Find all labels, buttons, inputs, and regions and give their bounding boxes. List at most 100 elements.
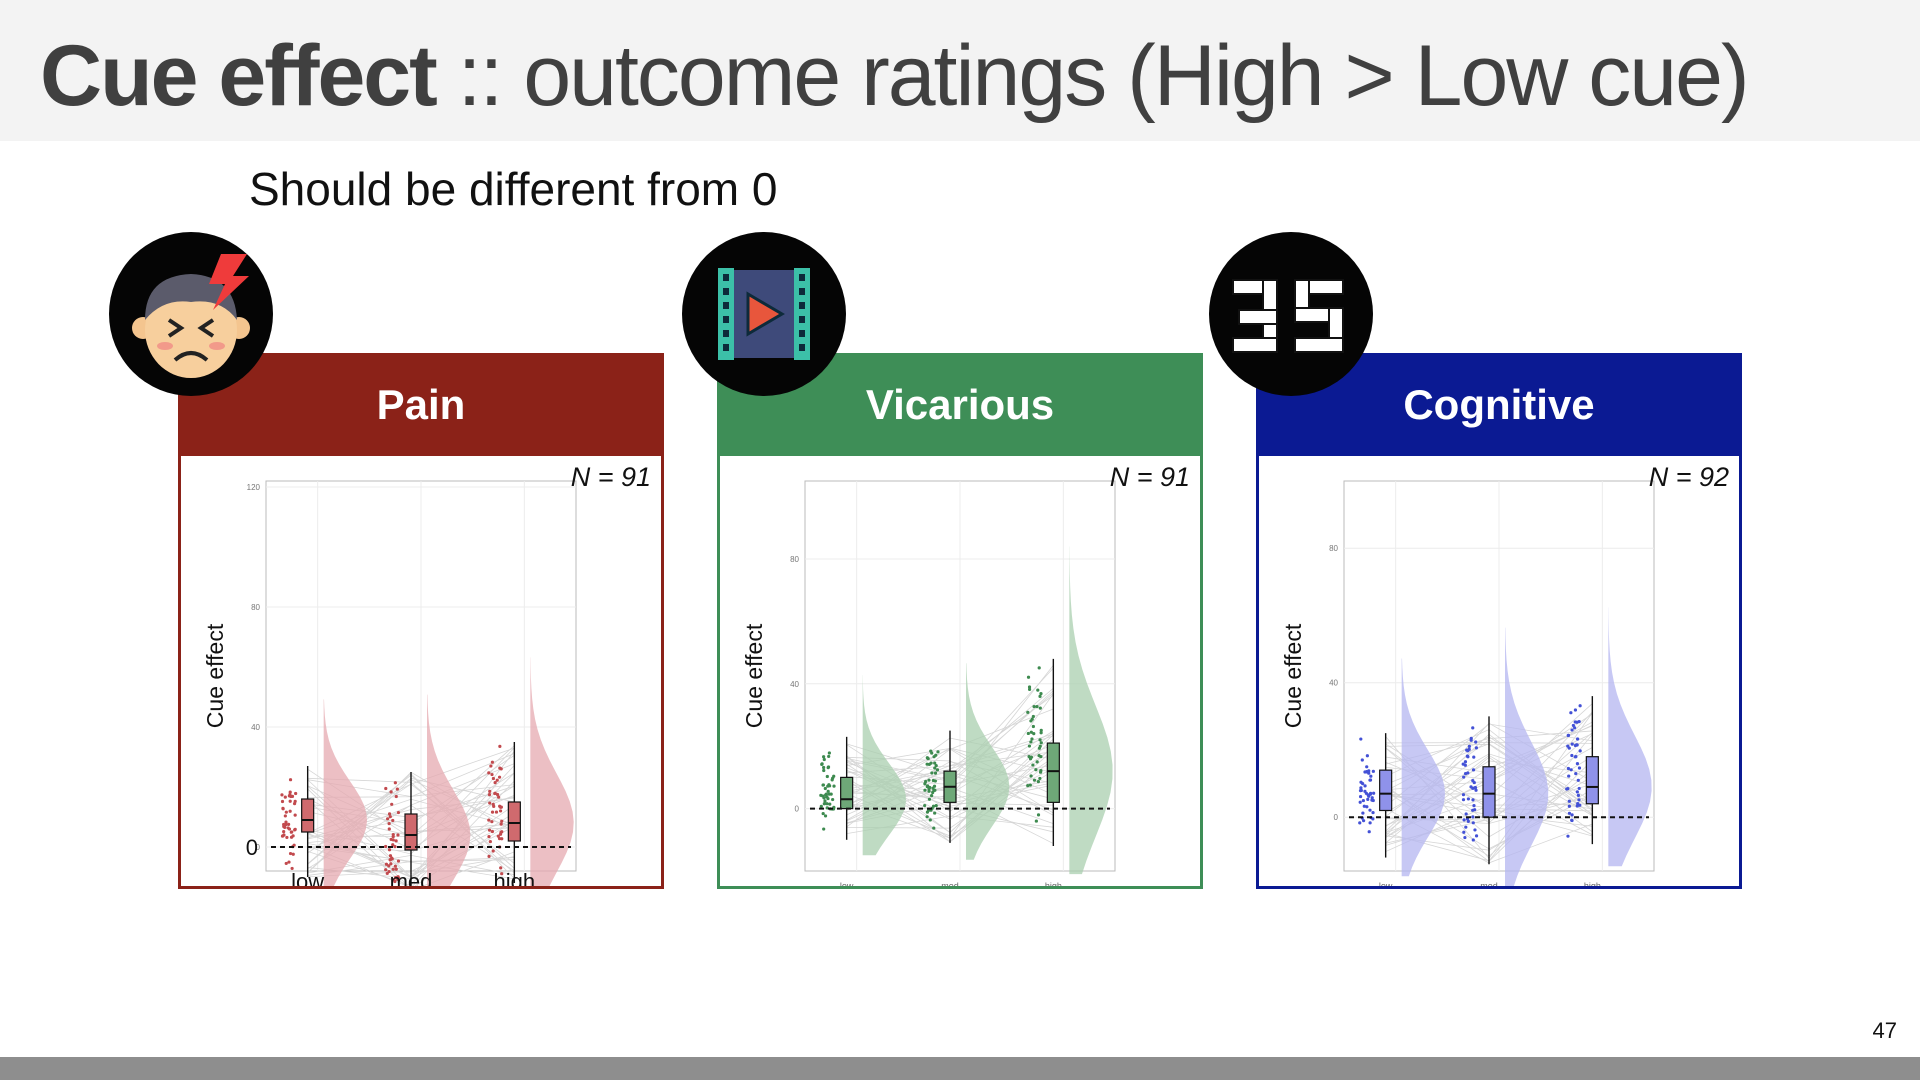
- high-point: [1567, 746, 1571, 750]
- low-box: [840, 776, 854, 810]
- high-point: [1035, 760, 1039, 764]
- high-point: [494, 810, 499, 814]
- high-point: [1027, 744, 1032, 748]
- low-point: [281, 807, 285, 811]
- low-point: [1367, 830, 1371, 834]
- med-point: [1463, 835, 1467, 840]
- med-point: [933, 771, 938, 775]
- med-point: [1474, 788, 1478, 792]
- high-point: [1026, 675, 1031, 679]
- high-point: [1567, 774, 1571, 778]
- med-point: [396, 833, 400, 837]
- low-violin: [1401, 658, 1446, 877]
- high-point: [1575, 761, 1580, 766]
- low-point: [288, 790, 292, 794]
- low-point: [820, 762, 824, 766]
- high-point: [1036, 813, 1041, 817]
- high-point: [1035, 704, 1039, 709]
- med-point: [1464, 812, 1468, 816]
- med-point: [1463, 763, 1467, 767]
- high-point: [499, 822, 503, 826]
- med-point: [394, 794, 398, 799]
- low-point: [825, 795, 829, 799]
- high-point: [493, 780, 497, 785]
- low-point: [829, 792, 833, 796]
- high-point: [1567, 811, 1572, 815]
- med-violin: [966, 663, 1010, 860]
- high-point: [1570, 813, 1574, 817]
- low-point: [287, 860, 291, 864]
- high-point: [1575, 790, 1579, 794]
- low-point: [280, 793, 284, 797]
- high-point: [1039, 731, 1043, 735]
- high-point: [1026, 731, 1030, 736]
- high-point: [488, 839, 492, 844]
- low-point: [1368, 778, 1372, 782]
- med-point: [1471, 815, 1475, 819]
- med-point: [389, 790, 393, 794]
- high-point: [487, 834, 491, 839]
- med-point: [1471, 821, 1475, 825]
- low-point: [1368, 821, 1372, 825]
- med-point: [387, 812, 392, 816]
- high-violin: [1608, 607, 1652, 867]
- high-point: [499, 767, 503, 771]
- low-point: [822, 757, 826, 762]
- low-point: [290, 830, 294, 834]
- med-point: [923, 788, 927, 792]
- med-point: [391, 835, 395, 839]
- med-point: [393, 781, 397, 785]
- med-point: [390, 802, 394, 806]
- high-point: [1570, 818, 1574, 823]
- med-point: [925, 810, 930, 814]
- low-point: [291, 852, 295, 856]
- high-point: [1578, 749, 1582, 753]
- footer-bar: [0, 1057, 1920, 1080]
- high-point: [487, 828, 492, 832]
- high-point: [487, 771, 491, 775]
- med-point: [1467, 744, 1471, 749]
- med-point: [1471, 798, 1475, 802]
- high-violin: [1069, 546, 1113, 875]
- low-point: [824, 792, 828, 796]
- x-tick-high: high: [494, 869, 536, 886]
- high-point: [1027, 685, 1032, 689]
- med-point: [395, 787, 399, 791]
- high-point: [497, 775, 502, 779]
- high-point: [490, 820, 494, 824]
- high-point: [1571, 723, 1575, 728]
- med-point: [936, 750, 940, 754]
- low-point: [1363, 789, 1367, 793]
- y-tick-label: 80: [251, 603, 260, 612]
- med-point: [388, 815, 392, 819]
- high-point: [488, 789, 492, 793]
- med-point: [932, 784, 937, 788]
- high-point: [1038, 770, 1043, 774]
- med-point: [1462, 818, 1466, 822]
- high-point: [1569, 768, 1573, 772]
- low-point: [827, 783, 831, 787]
- med-point: [1471, 768, 1476, 772]
- med-point: [932, 826, 936, 830]
- high-point: [498, 832, 503, 836]
- med-point: [392, 878, 396, 882]
- low-point: [294, 791, 298, 796]
- med-point: [933, 761, 937, 765]
- high-point: [488, 801, 492, 805]
- high-point: [1037, 753, 1041, 758]
- med-point: [387, 869, 391, 874]
- low-point: [283, 814, 287, 818]
- low-point: [285, 835, 289, 840]
- low-point: [1359, 737, 1363, 741]
- y-tick-label: 40: [251, 723, 260, 732]
- low-point: [822, 802, 826, 806]
- high-point: [490, 772, 494, 777]
- low-point: [823, 786, 827, 791]
- med-point: [931, 778, 935, 783]
- pain-panel-title: Pain: [376, 380, 466, 428]
- low-point: [822, 796, 826, 800]
- high-box: [507, 801, 521, 842]
- low-point: [831, 776, 835, 780]
- high-point: [500, 819, 504, 823]
- high-point: [1577, 766, 1582, 770]
